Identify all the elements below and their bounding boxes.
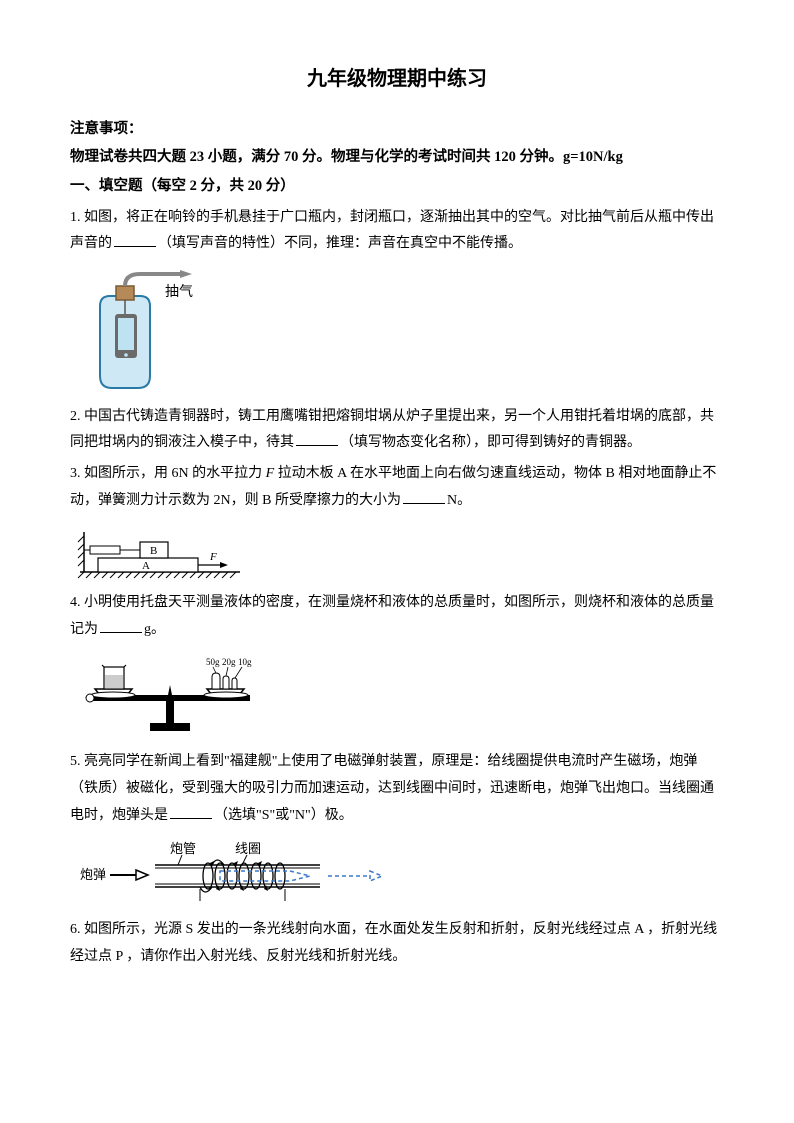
q1-post: （填写声音的特性）不同，推理：声音在真空中不能传播。 xyxy=(158,236,522,251)
q3-blank xyxy=(403,490,445,504)
q5-figure: 炮弹 炮管 线圈 xyxy=(70,837,724,909)
q5-pre: 5. 亮亮同学在新闻上看到"福建舰"上使用了电磁弹射装置，原理是：给线圈提供电流… xyxy=(70,754,714,822)
q5-blank xyxy=(170,805,212,819)
q1-blank xyxy=(114,233,156,247)
q2-blank xyxy=(296,432,338,446)
q5-post: （选填"S"或"N"）极。 xyxy=(214,808,353,823)
q6-text: 6. 如图所示，光源 S 发出的一条光线射向水面，在水面处发生反射和折射，反射光… xyxy=(70,922,717,964)
q3-labelA: A xyxy=(142,560,150,572)
weight-50g: 50g xyxy=(206,657,220,667)
q3-labelF: F xyxy=(209,551,217,563)
q4-blank xyxy=(100,619,142,633)
question-1: 1. 如图，将正在响铃的手机悬挂于广口瓶内，封闭瓶口，逐渐抽出其中的空气。对比抽… xyxy=(70,205,724,258)
weight-20g: 20g xyxy=(222,657,236,667)
question-6: 6. 如图所示，光源 S 发出的一条光线射向水面，在水面处发生反射和折射，反射光… xyxy=(70,917,724,970)
q3-pre1: 3. 如图所示，用 6N 的水平拉力 xyxy=(70,466,266,481)
notice-header: 注意事项： xyxy=(70,116,724,144)
q4-figure: 50g 20g 10g xyxy=(70,651,724,741)
question-4: 4. 小明使用托盘天平测量液体的密度，在测量烧杯和液体的总质量时，如图所示，则烧… xyxy=(70,590,724,643)
question-2: 2. 中国古代铸造青铜器时，铸工用鹰嘴钳把熔铜坩埚从炉子里提出来，另一个人用钳托… xyxy=(70,404,724,457)
q3-f: F xyxy=(266,466,275,481)
q3-post: N。 xyxy=(447,493,471,508)
section-1-heading: 一、填空题（每空 2 分，共 20 分） xyxy=(70,173,724,201)
shell-label: 炮弹 xyxy=(80,867,106,882)
q1-figure: 抽气 xyxy=(70,266,724,396)
q3-figure: A B F xyxy=(70,522,724,582)
barrel-label: 炮管 xyxy=(170,841,196,856)
notice-body: 物理试卷共四大题 23 小题，满分 70 分。物理与化学的考试时间共 120 分… xyxy=(70,144,724,172)
coil-label: 线圈 xyxy=(235,841,261,856)
question-5: 5. 亮亮同学在新闻上看到"福建舰"上使用了电磁弹射装置，原理是：给线圈提供电流… xyxy=(70,749,724,829)
page-title: 九年级物理期中练习 xyxy=(70,60,724,98)
q4-pre: 4. 小明使用托盘天平测量液体的密度，在测量烧杯和液体的总质量时，如图所示，则烧… xyxy=(70,595,714,637)
weight-10g: 10g xyxy=(238,657,252,667)
pump-label: 抽气 xyxy=(165,284,193,300)
question-3: 3. 如图所示，用 6N 的水平拉力 F 拉动木板 A 在水平地面上向右做匀速直… xyxy=(70,461,724,514)
q2-post: （填写物态变化名称），即可得到铸好的青铜器。 xyxy=(340,435,641,450)
q3-labelB: B xyxy=(150,545,157,557)
q4-post: g。 xyxy=(144,622,165,637)
